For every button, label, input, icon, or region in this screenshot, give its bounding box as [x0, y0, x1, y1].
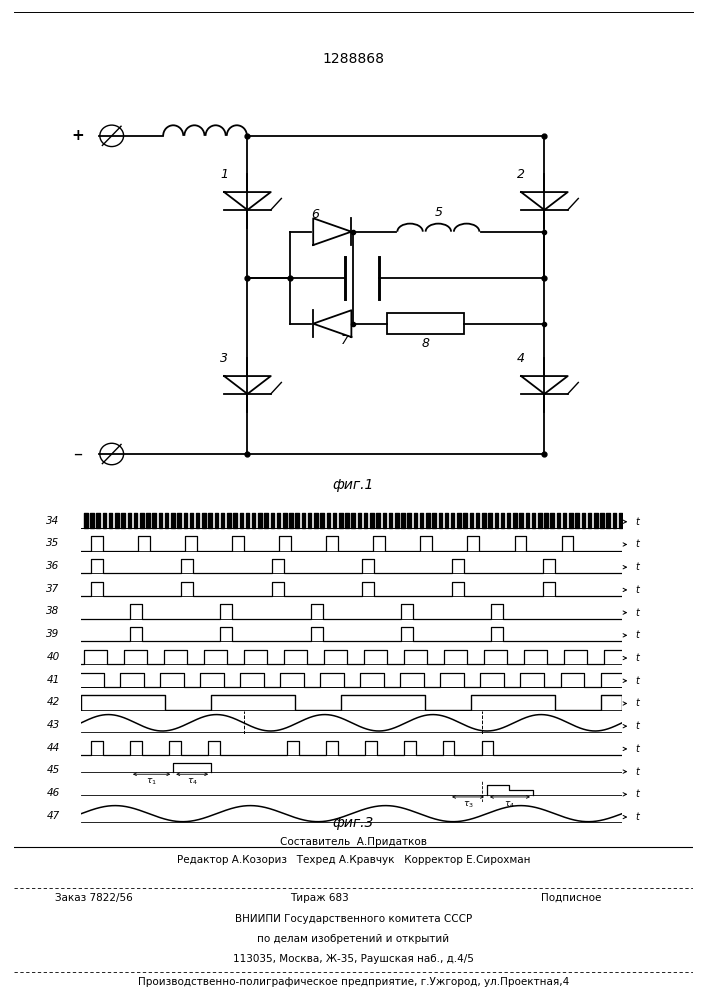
- Text: +: +: [71, 128, 84, 143]
- Text: t: t: [636, 812, 640, 822]
- Text: –: –: [74, 445, 82, 463]
- Text: 35: 35: [47, 538, 59, 548]
- Text: 34: 34: [47, 516, 59, 526]
- Text: t: t: [636, 721, 640, 731]
- Text: t: t: [636, 653, 640, 663]
- Text: 41: 41: [47, 675, 59, 685]
- Text: t: t: [636, 562, 640, 572]
- Text: 8: 8: [421, 337, 430, 350]
- Text: 6: 6: [311, 208, 320, 221]
- Text: t: t: [636, 630, 640, 640]
- Text: t: t: [636, 676, 640, 686]
- Text: 5: 5: [434, 206, 443, 219]
- Text: фиг.3: фиг.3: [333, 816, 374, 830]
- Text: $\tau_3$: $\tau_3$: [462, 799, 474, 810]
- Text: 1288868: 1288868: [322, 52, 385, 66]
- Text: 1: 1: [220, 168, 228, 181]
- Text: 46: 46: [47, 788, 59, 798]
- Text: 43: 43: [47, 720, 59, 730]
- Text: t: t: [636, 698, 640, 708]
- Text: 44: 44: [47, 743, 59, 753]
- Text: по делам изобретений и открытий: по делам изобретений и открытий: [257, 934, 450, 944]
- Text: 113035, Москва, Ж-35, Раушская наб., д.4/5: 113035, Москва, Ж-35, Раушская наб., д.4…: [233, 954, 474, 964]
- Text: t: t: [636, 789, 640, 799]
- Text: 42: 42: [47, 697, 59, 707]
- Bar: [387, 313, 464, 334]
- Text: Подписное: Подписное: [541, 893, 601, 903]
- Text: $\tau_4$: $\tau_4$: [187, 776, 198, 787]
- Text: t: t: [636, 585, 640, 595]
- Text: Производственно-полиграфическое предприятие, г.Ужгород, ул.Проектная,4: Производственно-полиграфическое предприя…: [138, 977, 569, 987]
- Text: 37: 37: [47, 584, 59, 594]
- Text: 38: 38: [47, 606, 59, 616]
- Text: 45: 45: [47, 765, 59, 775]
- Text: Заказ 7822/56: Заказ 7822/56: [55, 893, 133, 903]
- Text: Редактор А.Козориз   Техред А.Кравчук   Корректор Е.Сирохман: Редактор А.Козориз Техред А.Кравчук Корр…: [177, 855, 530, 865]
- Text: ВНИИПИ Государственного комитета СССР: ВНИИПИ Государственного комитета СССР: [235, 914, 472, 924]
- Text: 39: 39: [47, 629, 59, 639]
- Text: t: t: [636, 744, 640, 754]
- Text: Составитель  А.Придатков: Составитель А.Придатков: [280, 837, 427, 847]
- Text: 2: 2: [517, 168, 525, 181]
- Text: t: t: [636, 539, 640, 549]
- Text: $\tau_4$: $\tau_4$: [504, 799, 515, 810]
- Text: 7: 7: [341, 334, 349, 347]
- Text: t: t: [636, 517, 640, 527]
- Text: t: t: [636, 608, 640, 618]
- Text: Тираж 683: Тираж 683: [290, 893, 349, 903]
- Text: 4: 4: [517, 352, 525, 365]
- Text: 40: 40: [47, 652, 59, 662]
- Text: фиг.1: фиг.1: [333, 478, 374, 492]
- Text: 47: 47: [47, 811, 59, 821]
- Text: t: t: [636, 767, 640, 777]
- Text: 36: 36: [47, 561, 59, 571]
- Text: 3: 3: [220, 352, 228, 365]
- Text: $\tau_1$: $\tau_1$: [146, 776, 157, 787]
